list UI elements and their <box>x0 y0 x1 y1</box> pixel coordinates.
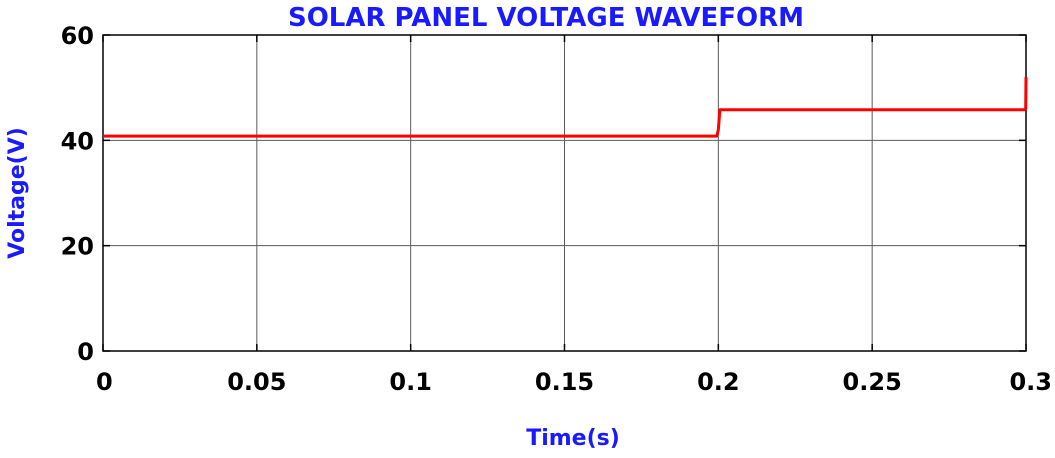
voltage-series-line <box>103 77 1028 138</box>
x-tick-label: 0.3 <box>1009 368 1052 396</box>
grid-lines <box>103 35 1026 351</box>
x-tick-label: 0.15 <box>535 368 594 396</box>
x-tick-label: 0.05 <box>227 368 286 396</box>
x-axis-ticks: 0 0.05 0.1 0.15 0.2 0.25 0.3 <box>96 35 1052 396</box>
series-group <box>103 77 1028 138</box>
y-tick-label: 0 <box>77 338 94 366</box>
chart-title: SOLAR PANEL VOLTAGE WAVEFORM <box>288 3 804 33</box>
y-axis-label: Voltage(V) <box>5 127 30 259</box>
y-axis-ticks: 0 20 40 60 <box>61 22 1026 366</box>
y-tick-label: 40 <box>61 127 94 155</box>
x-tick-label: 0.2 <box>697 368 740 396</box>
x-axis-label: Time(s) <box>526 426 620 451</box>
x-tick-label: 0.1 <box>389 368 432 396</box>
x-tick-label: 0 <box>96 368 113 396</box>
x-tick-label: 0.25 <box>843 368 902 396</box>
y-tick-label: 20 <box>61 233 94 261</box>
y-tick-label: 60 <box>61 22 94 50</box>
